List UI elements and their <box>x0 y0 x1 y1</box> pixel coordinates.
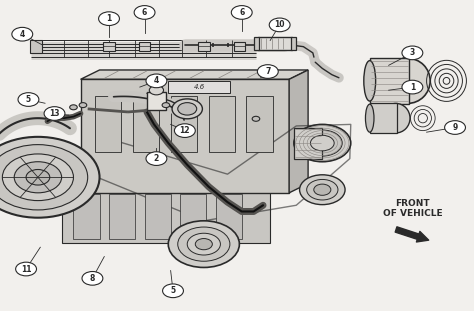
Polygon shape <box>81 70 308 79</box>
Bar <box>258 37 292 50</box>
Bar <box>291 37 296 50</box>
Text: 10: 10 <box>274 21 285 29</box>
Circle shape <box>0 137 100 218</box>
Circle shape <box>0 145 88 210</box>
Bar <box>254 37 259 50</box>
Text: 5: 5 <box>26 95 31 104</box>
Text: 7: 7 <box>265 67 271 76</box>
Circle shape <box>18 93 39 106</box>
Circle shape <box>174 124 195 137</box>
Bar <box>294 128 322 159</box>
Circle shape <box>187 233 220 255</box>
Ellipse shape <box>365 104 374 132</box>
Bar <box>246 96 273 152</box>
Bar <box>139 42 150 51</box>
Circle shape <box>134 6 155 19</box>
Circle shape <box>300 175 345 205</box>
Circle shape <box>149 86 164 95</box>
Bar <box>168 81 230 93</box>
Circle shape <box>310 135 334 151</box>
Circle shape <box>12 27 33 41</box>
FancyArrowPatch shape <box>395 227 428 242</box>
Circle shape <box>445 121 465 134</box>
Circle shape <box>70 105 77 110</box>
Text: 2: 2 <box>154 154 159 163</box>
Bar <box>145 194 171 239</box>
Polygon shape <box>289 70 308 193</box>
Text: 3: 3 <box>410 49 415 57</box>
Text: FRONT: FRONT <box>395 199 430 208</box>
Ellipse shape <box>364 61 375 101</box>
Circle shape <box>178 103 197 115</box>
Text: 8: 8 <box>90 274 95 283</box>
Ellipse shape <box>382 103 410 133</box>
Bar <box>370 58 409 104</box>
Circle shape <box>231 6 252 19</box>
Bar <box>109 194 135 239</box>
Text: 4: 4 <box>19 30 25 39</box>
Bar <box>147 92 166 110</box>
Circle shape <box>257 65 278 78</box>
Circle shape <box>2 154 73 201</box>
Text: 6: 6 <box>142 8 147 17</box>
Circle shape <box>172 99 202 119</box>
Text: 4.6: 4.6 <box>193 84 205 91</box>
Bar <box>103 42 115 51</box>
Circle shape <box>146 74 167 88</box>
Circle shape <box>26 169 50 185</box>
Bar <box>180 194 206 239</box>
Circle shape <box>269 18 290 32</box>
Circle shape <box>99 12 119 26</box>
Circle shape <box>178 227 230 261</box>
Circle shape <box>195 239 212 250</box>
Circle shape <box>79 103 87 108</box>
Bar <box>171 96 197 152</box>
Bar <box>73 194 100 239</box>
Bar <box>133 96 159 152</box>
Bar <box>370 103 397 133</box>
Circle shape <box>146 152 167 165</box>
Circle shape <box>252 116 260 121</box>
Text: 1: 1 <box>106 14 112 23</box>
Bar <box>95 96 121 152</box>
Bar <box>234 42 245 51</box>
Text: 13: 13 <box>49 109 60 118</box>
Circle shape <box>82 272 103 285</box>
Circle shape <box>16 262 36 276</box>
Bar <box>216 194 242 239</box>
Circle shape <box>162 103 170 108</box>
Circle shape <box>402 80 423 94</box>
Circle shape <box>307 179 338 200</box>
Text: 9: 9 <box>452 123 458 132</box>
Circle shape <box>14 162 62 193</box>
Circle shape <box>163 284 183 298</box>
Text: 11: 11 <box>21 265 31 273</box>
Text: 4: 4 <box>154 77 159 85</box>
Bar <box>209 96 235 152</box>
Text: 12: 12 <box>180 126 190 135</box>
Bar <box>198 42 210 51</box>
Text: OF VEHICLE: OF VEHICLE <box>383 209 442 218</box>
Circle shape <box>294 124 351 162</box>
Circle shape <box>314 184 331 195</box>
Ellipse shape <box>385 58 430 104</box>
Circle shape <box>168 221 239 267</box>
Circle shape <box>302 130 342 156</box>
Circle shape <box>44 107 65 120</box>
Text: 1: 1 <box>410 83 415 91</box>
Polygon shape <box>62 191 270 243</box>
Text: 6: 6 <box>239 8 245 17</box>
Circle shape <box>402 46 423 60</box>
Bar <box>30 40 42 53</box>
Polygon shape <box>81 79 289 193</box>
Text: 5: 5 <box>171 286 175 295</box>
